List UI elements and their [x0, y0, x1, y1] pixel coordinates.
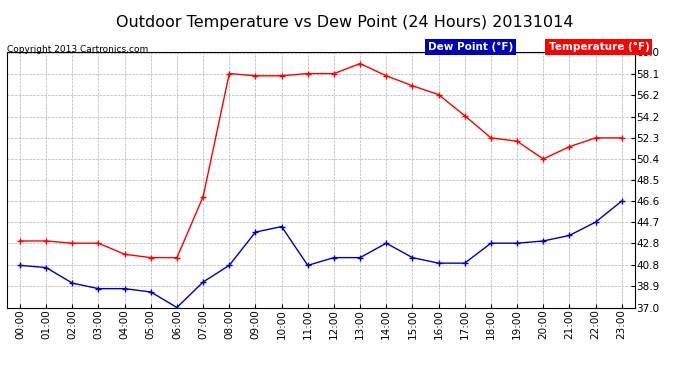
Text: Outdoor Temperature vs Dew Point (24 Hours) 20131014: Outdoor Temperature vs Dew Point (24 Hou… — [116, 15, 574, 30]
Text: Dew Point (°F): Dew Point (°F) — [428, 42, 513, 52]
Text: Copyright 2013 Cartronics.com: Copyright 2013 Cartronics.com — [7, 45, 148, 54]
Text: Temperature (°F): Temperature (°F) — [549, 42, 649, 52]
